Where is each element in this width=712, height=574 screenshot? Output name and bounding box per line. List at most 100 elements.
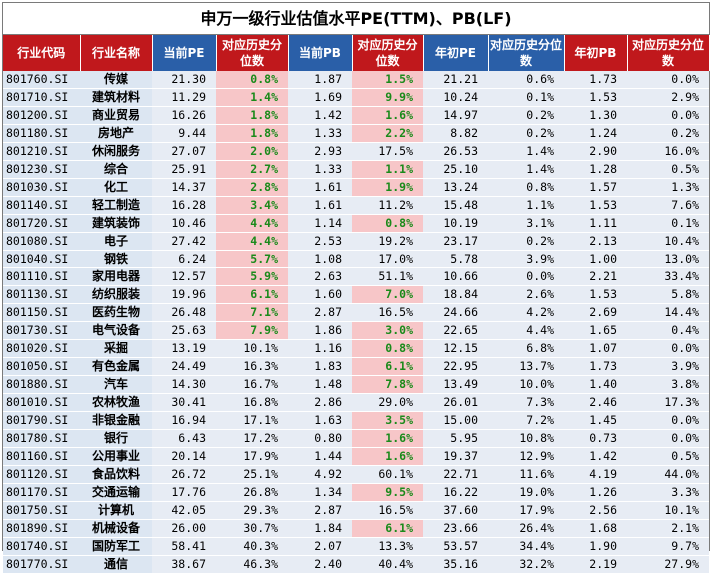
cell-start-pe: 16.22	[423, 483, 488, 502]
cell-start-pe: 37.60	[423, 501, 488, 520]
cell-start-pe-percentile: 13.7%	[488, 357, 564, 377]
cell-start-pe: 12.15	[423, 339, 488, 359]
cell-code: 801750.SI	[3, 501, 80, 520]
cell-start-pe-percentile: 0.0%	[488, 267, 564, 287]
cell-pb-percentile: 2.2%	[352, 124, 423, 143]
cell-start-pe-percentile: 6.8%	[488, 339, 564, 359]
cell-start-pe: 35.16	[423, 555, 488, 574]
cell-start-pe-percentile: 10.0%	[488, 375, 564, 395]
cell-start-pb: 1.07	[564, 339, 627, 359]
cell-name: 电子	[80, 232, 152, 251]
table-row: 801890.SI 机械设备 26.00 30.7% 1.84 6.1% 23.66 26.4…	[3, 519, 709, 538]
cell-current-pe: 26.00	[152, 519, 216, 538]
cell-pb-percentile: 60.1%	[352, 465, 423, 484]
cell-pe-percentile: 4.4%	[216, 214, 288, 233]
cell-start-pb-percentile: 44.0%	[627, 465, 709, 484]
cell-code: 801760.SI	[3, 71, 80, 89]
cell-current-pe: 16.26	[152, 106, 216, 125]
table-row: 801020.SI 采掘 13.19 10.1% 1.16 0.8% 12.15 6.8% 1.…	[3, 339, 709, 359]
cell-code: 801080.SI	[3, 232, 80, 251]
cell-name: 交通运输	[80, 483, 152, 502]
cell-pb-percentile: 17.0%	[352, 250, 423, 269]
cell-code: 801230.SI	[3, 160, 80, 179]
cell-pe-percentile: 16.7%	[216, 375, 288, 395]
cell-pb-percentile: 19.2%	[352, 232, 423, 251]
header-pb-percentile: 对应历史分位数	[352, 35, 424, 71]
cell-start-pb-percentile: 0.0%	[627, 339, 709, 359]
header-row: 行业代码 行业名称 当前PE 对应历史分位数 当前PB 对应历史分位数 年初PE…	[3, 35, 710, 71]
cell-pe-percentile: 16.3%	[216, 357, 288, 377]
cell-pb-percentile: 1.6%	[352, 429, 423, 449]
cell-name: 休闲服务	[80, 142, 152, 161]
header-start-pe-percentile: 对应历史分位数	[488, 35, 565, 71]
cell-pe-percentile: 10.1%	[216, 339, 288, 359]
cell-pe-percentile: 40.3%	[216, 537, 288, 556]
cell-code: 801200.SI	[3, 106, 80, 125]
cell-start-pb: 1.11	[564, 214, 627, 233]
cell-start-pb-percentile: 0.4%	[627, 321, 709, 341]
cell-start-pb-percentile: 3.3%	[627, 483, 709, 502]
cell-code: 801020.SI	[3, 339, 80, 359]
table-row: 801150.SI 医药生物 26.48 7.1% 2.87 16.5% 24.66 4.2%…	[3, 303, 709, 323]
cell-code: 801050.SI	[3, 357, 80, 377]
cell-pe-percentile: 29.3%	[216, 501, 288, 520]
cell-start-pb: 1.53	[564, 285, 627, 305]
cell-code: 801890.SI	[3, 519, 80, 538]
cell-start-pe: 13.24	[423, 178, 488, 197]
cell-start-pb: 1.90	[564, 537, 627, 556]
cell-start-pb-percentile: 1.3%	[627, 178, 709, 197]
cell-pb-percentile: 1.9%	[352, 178, 423, 197]
cell-start-pe-percentile: 7.3%	[488, 393, 564, 413]
cell-pb-percentile: 0.8%	[352, 339, 423, 359]
table-row: 801750.SI 计算机 42.05 29.3% 2.87 16.5% 37.60 17.9…	[3, 501, 709, 520]
cell-current-pb: 1.44	[288, 447, 352, 466]
cell-start-pe: 53.57	[423, 537, 488, 556]
cell-start-pe: 5.78	[423, 250, 488, 269]
valuation-table: 行业代码 行业名称 当前PE 对应历史分位数 当前PB 对应历史分位数 年初PE…	[3, 35, 710, 574]
cell-name: 轻工制造	[80, 196, 152, 215]
cell-start-pb-percentile: 0.0%	[627, 411, 709, 431]
cell-pb-percentile: 1.6%	[352, 447, 423, 466]
cell-start-pe: 26.01	[423, 393, 488, 413]
cell-name: 公用事业	[80, 447, 152, 466]
cell-code: 801160.SI	[3, 447, 80, 466]
cell-start-pb-percentile: 2.9%	[627, 88, 709, 107]
cell-name: 化工	[80, 178, 152, 197]
cell-current-pb: 1.61	[288, 178, 352, 197]
cell-start-pb-percentile: 9.7%	[627, 537, 709, 556]
cell-start-pe: 26.53	[423, 142, 488, 161]
cell-name: 非银金融	[80, 411, 152, 431]
cell-name: 通信	[80, 555, 152, 574]
cell-start-pe-percentile: 4.4%	[488, 321, 564, 341]
cell-start-pe: 15.48	[423, 196, 488, 215]
cell-code: 801720.SI	[3, 214, 80, 233]
cell-code: 801110.SI	[3, 267, 80, 287]
cell-start-pb-percentile: 33.4%	[627, 267, 709, 287]
cell-pb-percentile: 3.5%	[352, 411, 423, 431]
cell-start-pb-percentile: 0.0%	[627, 429, 709, 449]
cell-pe-percentile: 6.1%	[216, 285, 288, 305]
cell-code: 801780.SI	[3, 429, 80, 449]
cell-pb-percentile: 1.6%	[352, 106, 423, 125]
cell-start-pb: 1.45	[564, 411, 627, 431]
cell-start-pb-percentile: 5.8%	[627, 285, 709, 305]
cell-name: 房地产	[80, 124, 152, 143]
cell-current-pe: 17.76	[152, 483, 216, 502]
cell-current-pb: 1.84	[288, 519, 352, 538]
cell-start-pe: 22.95	[423, 357, 488, 377]
header-pe-percentile: 对应历史分位数	[216, 35, 289, 71]
cell-code: 801040.SI	[3, 250, 80, 269]
cell-pb-percentile: 3.0%	[352, 321, 423, 341]
cell-current-pb: 1.14	[288, 214, 352, 233]
table-row: 801160.SI 公用事业 20.14 17.9% 1.44 1.6% 19.37 12.9…	[3, 447, 709, 466]
cell-code: 801010.SI	[3, 393, 80, 413]
cell-start-pb-percentile: 14.4%	[627, 303, 709, 323]
cell-start-pe: 10.66	[423, 267, 488, 287]
cell-current-pb: 1.33	[288, 160, 352, 179]
table-row: 801710.SI 建筑材料 11.29 1.4% 1.69 9.9% 10.24 0.1% 1…	[3, 88, 709, 107]
cell-pe-percentile: 1.8%	[216, 106, 288, 125]
cell-start-pb-percentile: 13.0%	[627, 250, 709, 269]
cell-current-pb: 2.87	[288, 501, 352, 520]
cell-start-pb-percentile: 3.9%	[627, 357, 709, 377]
cell-name: 计算机	[80, 501, 152, 520]
